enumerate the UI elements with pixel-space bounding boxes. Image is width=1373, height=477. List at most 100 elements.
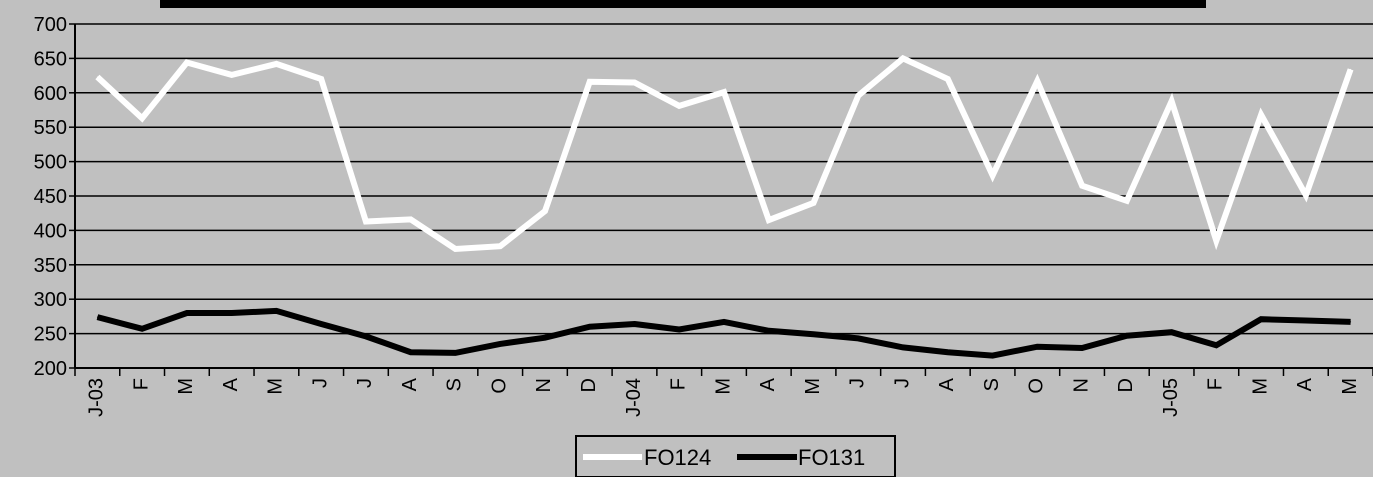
- x-tick-label: D: [1115, 378, 1137, 392]
- y-tick-label: 550: [34, 117, 67, 139]
- data-point-fo131: [275, 310, 277, 312]
- x-tick-label: A: [757, 377, 779, 391]
- data-point-fo131: [857, 337, 859, 339]
- data-point-fo131: [186, 312, 188, 314]
- x-tick-label: J-04: [623, 378, 645, 417]
- data-point-fo124: [1305, 194, 1307, 196]
- data-point-fo131: [723, 321, 725, 323]
- x-tick-label: F: [1205, 378, 1227, 390]
- x-tick-label: M: [175, 378, 197, 395]
- data-point-fo124: [947, 78, 949, 80]
- data-point-fo124: [902, 57, 904, 59]
- data-point-fo131: [1350, 321, 1352, 323]
- data-point-fo131: [1171, 331, 1173, 333]
- data-point-fo124: [1126, 200, 1128, 202]
- data-point-fo131: [589, 326, 591, 328]
- data-point-fo124: [410, 218, 412, 220]
- x-tick-label: J: [847, 378, 869, 388]
- legend-label-fo131: FO131: [798, 445, 865, 470]
- data-point-fo131: [544, 337, 546, 339]
- x-tick-label: N: [1070, 378, 1092, 392]
- data-point-fo131: [1036, 346, 1038, 348]
- data-point-fo131: [768, 330, 770, 332]
- data-point-fo131: [141, 328, 143, 330]
- data-point-fo124: [1215, 240, 1217, 242]
- data-point-fo124: [141, 117, 143, 119]
- data-point-fo131: [902, 346, 904, 348]
- data-point-fo124: [678, 105, 680, 107]
- data-point-fo131: [499, 343, 501, 345]
- data-point-fo124: [231, 74, 233, 76]
- y-tick-label: 650: [34, 48, 67, 70]
- x-tick-label: S: [981, 378, 1003, 391]
- data-point-fo124: [723, 91, 725, 93]
- x-tick-label: S: [444, 378, 466, 391]
- y-tick-label: 450: [34, 186, 67, 208]
- data-point-fo124: [365, 221, 367, 222]
- data-point-fo124: [96, 76, 98, 78]
- x-tick-label: J: [309, 378, 331, 388]
- data-point-fo124: [454, 248, 456, 250]
- x-axis-tick-labels: J-03 F M A M J J A S O N D J-04 F M A M J J A S O N D J-05 F M A M: [74, 368, 1373, 417]
- data-point-fo131: [365, 335, 367, 337]
- x-tick-label: O: [488, 378, 510, 394]
- x-tick-label: F: [668, 378, 690, 390]
- y-tick-label: 250: [34, 324, 67, 346]
- x-tick-label: J: [354, 378, 376, 388]
- gridlines: [69, 23, 1373, 369]
- y-tick-label: 400: [34, 220, 67, 242]
- data-point-fo124: [1171, 100, 1173, 102]
- data-point-fo124: [1350, 68, 1352, 70]
- data-point-fo124: [1260, 114, 1262, 116]
- data-point-fo124: [499, 245, 501, 247]
- data-point-fo131: [992, 355, 994, 357]
- x-tick-label: M: [1339, 378, 1361, 395]
- x-tick-label: M: [712, 378, 734, 395]
- data-point-fo131: [813, 333, 814, 335]
- data-point-fo131: [1305, 320, 1307, 321]
- y-tick-label: 200: [34, 358, 67, 380]
- x-tick-label: A: [936, 377, 958, 391]
- data-point-fo124: [992, 174, 994, 176]
- data-point-fo131: [96, 316, 98, 318]
- x-tick-label: D: [578, 378, 600, 392]
- data-point-fo124: [1081, 185, 1083, 187]
- x-tick-label: J: [891, 378, 913, 388]
- y-tick-label: 600: [34, 83, 67, 105]
- title-bar: [160, 0, 1206, 8]
- legend-label-fo124: FO124: [644, 445, 711, 470]
- data-point-fo131: [678, 329, 680, 330]
- data-point-fo131: [320, 323, 322, 325]
- data-point-fo131: [1215, 344, 1217, 346]
- y-tick-label: 300: [34, 289, 67, 311]
- data-point-fo124: [186, 62, 188, 63]
- data-point-fo124: [320, 78, 322, 80]
- x-tick-label: A: [1294, 377, 1316, 391]
- y-tick-label: 350: [34, 255, 67, 277]
- data-point-fo131: [454, 352, 456, 354]
- data-point-fo131: [1126, 335, 1128, 337]
- x-tick-label: M: [265, 378, 287, 395]
- data-point-fo131: [410, 351, 412, 353]
- x-tick-label: M: [1249, 378, 1271, 395]
- data-point-fo124: [544, 210, 546, 212]
- y-tick-label: 500: [34, 152, 67, 174]
- data-point-fo131: [634, 323, 635, 325]
- data-point-fo131: [1081, 347, 1083, 349]
- data-point-fo131: [947, 351, 949, 353]
- data-point-fo124: [857, 95, 859, 97]
- data-point-fo124: [634, 82, 635, 83]
- y-tick-label: 700: [34, 14, 67, 36]
- x-tick-label: F: [130, 378, 152, 390]
- x-tick-label: A: [399, 377, 421, 391]
- series-lines: [95, 54, 1354, 359]
- x-tick-label: O: [1026, 378, 1048, 394]
- y-axis-tick-labels: 200 250 300 350 400 450 500 550 600 650 700: [34, 14, 67, 380]
- data-point-fo124: [1036, 80, 1038, 82]
- data-point-fo131: [1260, 318, 1262, 320]
- data-point-fo124: [275, 63, 277, 65]
- data-point-fo131: [231, 312, 233, 314]
- x-tick-label: J-03: [86, 378, 108, 417]
- data-point-fo124: [589, 81, 591, 83]
